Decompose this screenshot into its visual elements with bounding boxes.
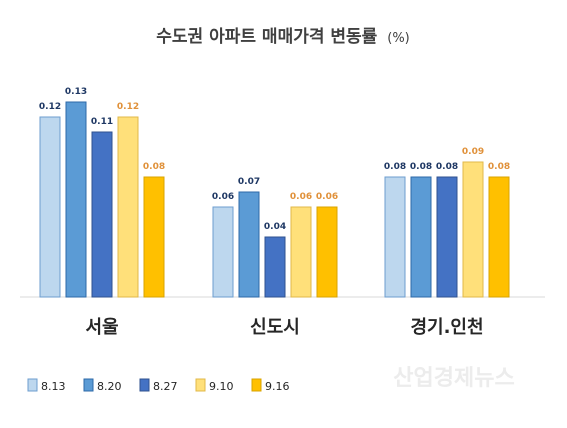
bar-8.13-2 [384,176,406,298]
chart-title-unit: (%) [387,31,410,46]
legend-label: 8.20 [97,380,122,393]
legend-item: 8.27 [139,378,178,393]
data-label: 0.11 [91,117,113,127]
bar-8.20-1 [238,191,260,298]
legend-swatch [27,378,38,392]
data-label: 0.08 [384,162,406,172]
legend-swatch [83,378,94,392]
bar-9.16-0 [143,176,165,298]
data-label: 0.08 [436,162,458,172]
data-label: 0.06 [316,192,338,202]
bar-9.10-0 [117,116,139,298]
bar-9.16-1 [316,206,338,298]
category-labels-layer: 서울 신도시 경기.인천 [85,317,483,338]
legend-swatch [139,378,150,392]
data-label: 0.08 [488,162,510,172]
data-label: 0.06 [212,192,234,202]
data-label: 0.12 [39,102,61,112]
data-label: 0.12 [117,102,139,112]
legend-item: 9.10 [195,378,234,393]
bar-8.27-0 [91,131,113,298]
legend-swatch [251,378,262,392]
category-label: 경기.인천 [410,317,483,338]
data-label: 0.09 [462,147,484,157]
legend-label: 9.16 [265,380,290,393]
data-label: 0.07 [238,177,260,187]
bar-8.13-0 [39,116,61,298]
legend-label: 9.10 [209,380,234,393]
data-label: 0.08 [143,162,165,172]
legend-swatch [195,378,206,392]
bar-8.27-1 [264,236,286,298]
bar-8.20-2 [410,176,432,298]
legend-item: 8.13 [27,378,66,393]
bars-layer [39,101,510,298]
category-label: 서울 [85,317,118,338]
value-labels-layer: 0.12 0.13 0.11 0.12 0.08 0.06 0.07 0.04 0.06 0.06… [39,87,510,232]
chart-title-main: 수도권 아파트 매매가격 변동률 [156,27,377,47]
bar-8.27-2 [436,176,458,298]
watermark: 산업경제뉴스 [393,366,514,391]
legend-item: 9.16 [251,378,290,393]
data-label: 0.08 [410,162,432,172]
data-label: 0.04 [264,222,286,232]
legend-label: 8.13 [41,380,66,393]
bar-8.20-0 [65,101,87,298]
bar-8.13-1 [212,206,234,298]
legend-label: 8.27 [153,380,178,393]
bar-9.10-1 [290,206,312,298]
legend-item: 8.20 [83,378,122,393]
bar-9.10-2 [462,161,484,298]
data-label: 0.06 [290,192,312,202]
category-label: 신도시 [250,317,300,338]
bar-9.16-2 [488,176,510,298]
chart-title: 수도권 아파트 매매가격 변동률 (%) [156,27,410,47]
data-label: 0.13 [65,87,87,97]
legend: 8.13 8.20 8.27 9.10 9.16 [27,378,290,393]
